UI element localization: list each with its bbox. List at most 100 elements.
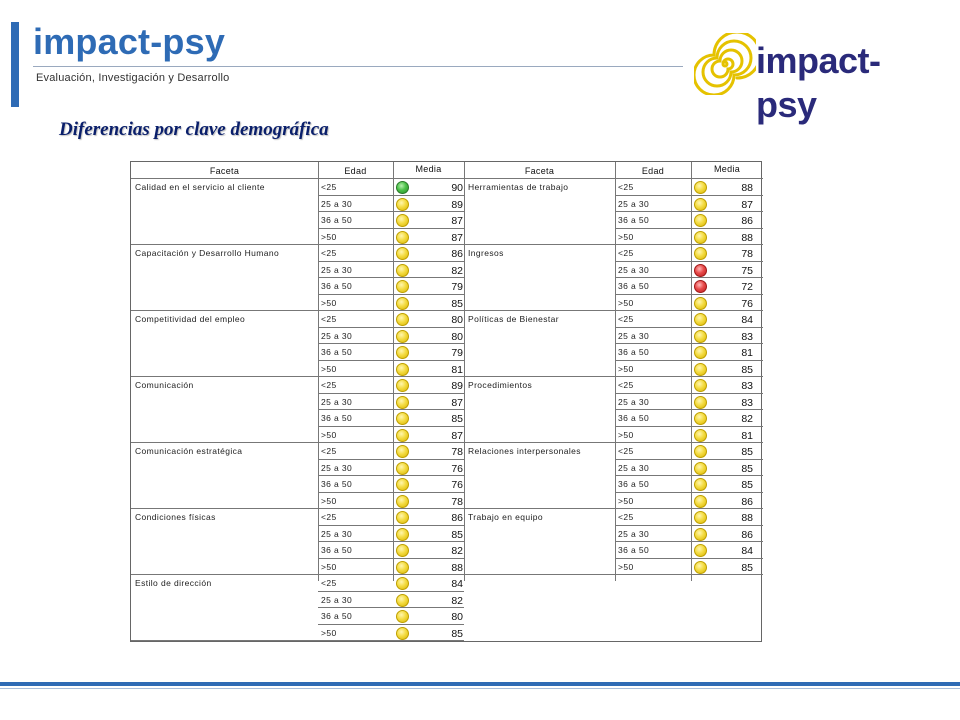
edad-label: 36 a 50 — [618, 281, 650, 291]
row-divider — [318, 623, 464, 625]
media-value: 79 — [451, 281, 463, 293]
status-yellow-icon — [396, 560, 409, 574]
row-divider — [318, 359, 464, 361]
header-accent-bar — [11, 22, 19, 107]
spiral-logo-icon — [694, 33, 756, 95]
edad-label: >50 — [618, 297, 634, 308]
faceta-label: Calidad en el servicio al cliente — [135, 182, 265, 192]
edad-label: 25 a 30 — [618, 198, 650, 209]
status-yellow-icon — [694, 478, 707, 491]
row-divider — [318, 557, 464, 559]
edad-label: >50 — [618, 561, 634, 572]
group-divider — [464, 574, 763, 575]
status-yellow-icon — [396, 379, 409, 392]
media-value: 79 — [451, 347, 463, 359]
media-value: 88 — [741, 231, 753, 244]
edad-label: 25 a 30 — [618, 264, 650, 275]
edad-label: <25 — [618, 512, 634, 522]
edad-label: <25 — [618, 380, 634, 390]
row-divider — [318, 293, 464, 295]
edad-label: 25 a 30 — [618, 330, 650, 341]
media-value: 86 — [451, 248, 463, 260]
status-yellow-icon — [694, 428, 707, 442]
row-divider — [615, 260, 763, 262]
edad-label: 36 a 50 — [321, 479, 353, 489]
row-divider — [318, 326, 464, 328]
status-yellow-icon — [396, 214, 409, 227]
status-yellow-icon — [396, 577, 409, 590]
row-divider — [615, 293, 763, 295]
faceta-label: Condiciones físicas — [135, 512, 216, 522]
media-value: 81 — [451, 363, 463, 376]
header-divider — [131, 178, 763, 179]
media-value: 86 — [451, 512, 463, 524]
row-divider — [318, 194, 464, 196]
status-yellow-icon — [396, 527, 409, 541]
media-value: 83 — [741, 396, 753, 409]
status-yellow-icon — [396, 626, 409, 640]
media-value: 78 — [451, 446, 463, 458]
edad-label: <25 — [618, 314, 634, 324]
status-yellow-icon — [694, 379, 707, 392]
footer-rule-thin — [0, 688, 960, 689]
edad-label: >50 — [321, 627, 337, 638]
header-media: Media — [713, 164, 740, 174]
row-divider — [318, 211, 464, 212]
media-value: 84 — [451, 578, 463, 590]
media-value: 86 — [741, 495, 753, 508]
edad-label: 25 a 30 — [321, 528, 353, 539]
row-divider — [615, 425, 763, 427]
group-divider — [131, 376, 464, 377]
media-value: 85 — [741, 479, 753, 491]
row-divider — [615, 211, 763, 212]
media-value: 78 — [451, 495, 463, 508]
row-divider — [615, 541, 763, 542]
status-yellow-icon — [694, 230, 707, 244]
column-divider — [615, 162, 616, 581]
media-value: 85 — [451, 413, 463, 425]
faceta-label: Comunicación — [135, 380, 194, 390]
company-logo: impact-psy — [694, 33, 934, 125]
edad-label: >50 — [618, 363, 634, 374]
status-yellow-icon — [694, 527, 707, 541]
status-yellow-icon — [396, 280, 409, 293]
status-yellow-icon — [396, 478, 409, 491]
status-yellow-icon — [396, 247, 409, 260]
edad-label: >50 — [321, 231, 337, 242]
media-value: 81 — [741, 429, 753, 442]
media-value: 85 — [741, 561, 753, 574]
media-value: 85 — [741, 363, 753, 376]
status-yellow-icon — [396, 362, 409, 376]
media-value: 88 — [451, 561, 463, 574]
edad-label: <25 — [618, 182, 634, 192]
header-faceta: Faceta — [524, 166, 555, 176]
edad-label: 36 a 50 — [321, 545, 353, 555]
status-yellow-icon — [396, 412, 409, 425]
status-yellow-icon — [694, 329, 707, 343]
faceta-label: Relaciones interpersonales — [468, 446, 581, 456]
edad-label: <25 — [321, 446, 337, 456]
status-yellow-icon — [694, 395, 707, 409]
edad-label: 25 a 30 — [321, 396, 353, 407]
media-value: 85 — [451, 297, 463, 310]
edad-label: 36 a 50 — [618, 545, 650, 555]
row-divider — [318, 475, 464, 476]
group-divider — [464, 376, 763, 377]
status-yellow-icon — [694, 544, 707, 557]
header-media: Media — [415, 164, 442, 174]
media-value: 72 — [741, 281, 753, 293]
row-divider — [318, 227, 464, 229]
row-divider — [615, 359, 763, 361]
row-divider — [615, 458, 763, 460]
faceta-label: Ingresos — [468, 248, 504, 258]
media-value: 87 — [451, 429, 463, 442]
media-value: 82 — [741, 413, 753, 425]
column-divider — [393, 162, 394, 581]
status-yellow-icon — [694, 296, 707, 310]
row-divider — [318, 590, 464, 592]
status-yellow-icon — [694, 461, 707, 475]
edad-label: 36 a 50 — [321, 611, 353, 621]
group-divider — [131, 442, 464, 443]
status-yellow-icon — [694, 362, 707, 376]
group-divider — [131, 508, 464, 509]
